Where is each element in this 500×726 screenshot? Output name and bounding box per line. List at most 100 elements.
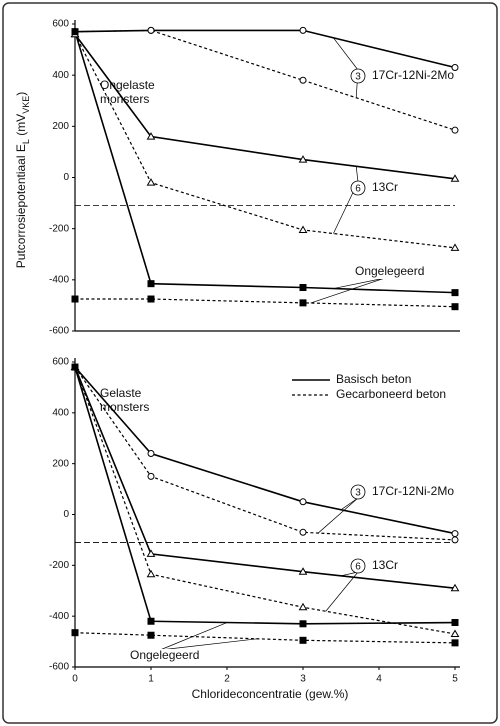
marker xyxy=(147,280,155,288)
marker xyxy=(298,567,308,575)
marker xyxy=(71,295,79,303)
series-line xyxy=(74,33,456,180)
marker xyxy=(451,289,459,297)
marker xyxy=(147,450,155,457)
marker xyxy=(298,155,308,163)
y-tick-label: 400 xyxy=(52,70,69,81)
y-tick-label: -400 xyxy=(49,274,69,285)
leader-line xyxy=(159,622,228,651)
label-circle xyxy=(350,484,366,500)
marker xyxy=(450,174,460,182)
y-tick-label: 200 xyxy=(52,458,69,469)
y-tick-label: 0 xyxy=(63,509,69,520)
marker xyxy=(451,303,459,311)
leader-line xyxy=(355,166,359,183)
label-bg xyxy=(128,649,196,663)
marker xyxy=(147,617,155,625)
marker xyxy=(299,76,307,84)
marker xyxy=(451,536,459,544)
series-label: 13Cr xyxy=(372,180,398,194)
y-tick-label: 400 xyxy=(52,407,69,418)
marker xyxy=(451,530,459,538)
y-label-part: ) xyxy=(14,92,28,96)
marker xyxy=(298,602,308,611)
marker xyxy=(71,629,79,637)
marker xyxy=(450,629,460,637)
y-tick-label: -400 xyxy=(49,611,69,622)
leader-line xyxy=(159,638,258,651)
y-tick-label: -600 xyxy=(49,326,69,337)
y-tick-label: -200 xyxy=(49,560,69,571)
y-tick-label: -200 xyxy=(49,223,69,234)
series-label-number: 3 xyxy=(355,72,361,83)
y-label-part: L xyxy=(21,139,31,144)
panel-annotation: monsters xyxy=(100,92,149,106)
y-axis-label: Putcorrosiepotentiaal EL (mVVKE) xyxy=(14,92,31,268)
marker xyxy=(299,284,307,292)
legend-label: Basisch beton xyxy=(336,372,411,386)
series-line xyxy=(74,29,456,69)
marker xyxy=(299,620,307,628)
leader-line xyxy=(317,497,359,534)
label-bg xyxy=(353,265,421,279)
leader-line xyxy=(325,571,359,612)
marker xyxy=(146,569,156,578)
series-label: 17Cr-12Ni-2Mo xyxy=(372,68,454,82)
marker xyxy=(451,126,459,134)
panel-annotation: Gelaste xyxy=(100,386,142,400)
marker xyxy=(299,299,307,307)
marker xyxy=(299,636,307,644)
series-line xyxy=(74,632,456,644)
x-tick-label: 5 xyxy=(452,674,458,685)
label-circle xyxy=(350,558,366,574)
label-circle xyxy=(350,180,366,196)
leader-line xyxy=(340,497,359,511)
marker xyxy=(71,363,79,371)
series-label: 13Cr xyxy=(372,558,398,572)
marker xyxy=(299,498,307,506)
y-label-part: VKE xyxy=(21,96,31,114)
series-line xyxy=(74,29,456,131)
panel-annotation: Ongelaste xyxy=(100,78,155,92)
x-tick-label: 1 xyxy=(148,674,154,685)
label-circle xyxy=(350,68,366,84)
marker xyxy=(450,243,460,251)
x-tick-label: 2 xyxy=(224,674,230,685)
series-line xyxy=(74,366,456,635)
y-tick-label: -600 xyxy=(49,662,69,673)
legend-label: Gecarboneerd beton xyxy=(336,387,446,401)
y-tick-label: 200 xyxy=(52,121,69,132)
series-label: Ongelegeerd xyxy=(355,264,424,278)
marker xyxy=(146,132,156,140)
series-label: 17Cr-12Ni-2Mo xyxy=(372,484,454,498)
marker xyxy=(450,583,460,592)
marker xyxy=(451,619,459,627)
x-tick-label: 4 xyxy=(376,674,382,685)
series-line xyxy=(74,366,456,590)
marker xyxy=(146,549,156,557)
series-label: Ongelegeerd xyxy=(130,648,199,662)
series-line xyxy=(74,33,456,249)
marker xyxy=(147,26,155,34)
series-line xyxy=(74,31,456,294)
x-tick-label: 3 xyxy=(300,674,306,685)
series-label-number: 6 xyxy=(355,562,361,573)
y-tick-label: 0 xyxy=(63,172,69,183)
panel-annotation: monsters xyxy=(100,400,149,414)
series-label-number: 3 xyxy=(355,488,361,499)
series-label-number: 6 xyxy=(355,184,361,195)
marker xyxy=(451,639,459,647)
marker xyxy=(147,472,155,480)
leader-line xyxy=(310,277,386,304)
y-label-part: (mV xyxy=(14,114,28,139)
marker xyxy=(147,295,155,303)
leader-line xyxy=(333,277,386,289)
series-line xyxy=(74,366,456,535)
marker xyxy=(451,63,459,71)
marker xyxy=(146,178,156,186)
marker xyxy=(71,28,79,36)
series-line xyxy=(74,366,456,541)
y-tick-label: 600 xyxy=(52,19,69,30)
